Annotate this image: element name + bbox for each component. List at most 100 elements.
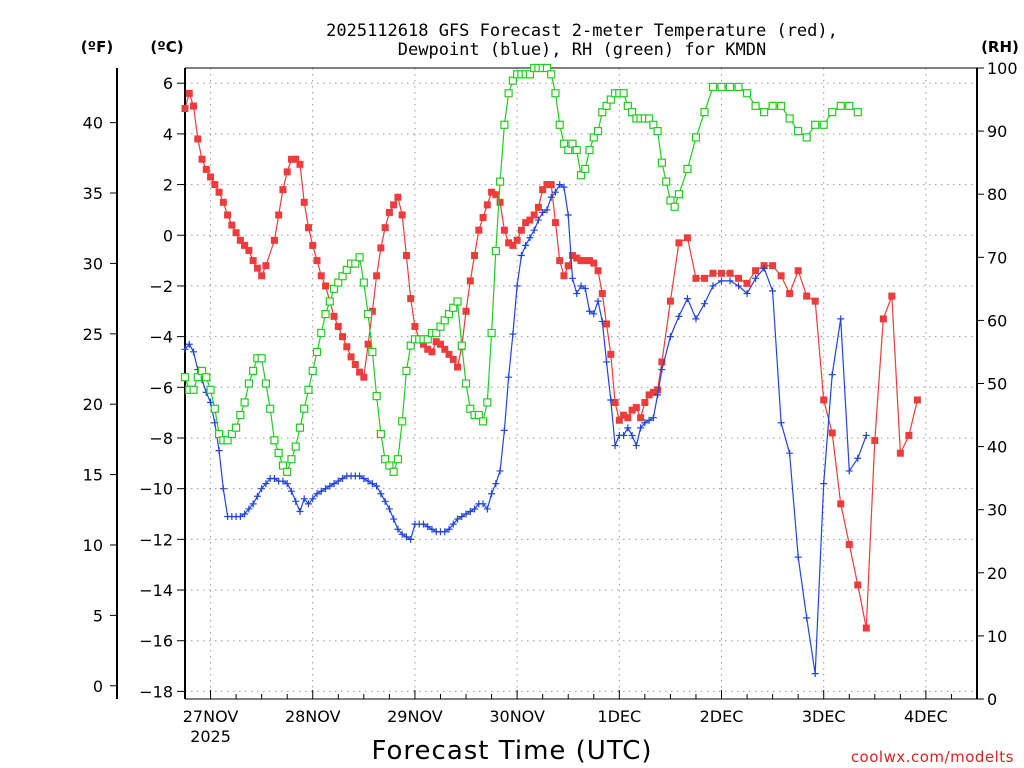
2-meter-temperature-point [777,272,785,280]
2-meter-temperature-point [381,224,389,232]
2-meter-temperature-point [279,186,287,194]
dewpoint-point [760,264,768,272]
rh-point [193,373,202,382]
dewpoint-point [794,553,802,561]
dewpoint-point [381,497,389,505]
2-meter-temperature-point [287,155,295,163]
x-tick-label: 2DEC [700,707,744,726]
rh-tick-label: 80 [987,185,1007,204]
rh-point [236,410,245,420]
x-axis-label: Forecast Time (UTC) [371,736,652,766]
2-meter-temperature-point [598,290,606,298]
chart-subtitle: Dewpoint (blue), RH (green) for KMDN [398,40,766,60]
rh-point [325,297,334,306]
rh-point [210,404,219,413]
2-meter-temperature-point [432,338,440,346]
rh-point [555,120,564,129]
rh-tick-label: 40 [987,438,1007,457]
rh-point [240,398,249,407]
rh-point [487,328,496,338]
fahrenheit-tick-label: 20 [83,395,103,414]
2-meter-temperature-point [594,267,602,275]
celsius-tick-label: −10 [139,480,173,499]
2-meter-temperature-point [309,241,317,249]
2-meter-temperature-point [390,201,398,209]
celsius-tick-label: 4 [163,125,173,144]
dewpoint-point [249,500,257,508]
dewpoint-point [530,226,538,234]
dewpoint-point [683,295,691,303]
2-meter-temperature-point [735,274,743,282]
dewpoint-point [441,528,449,536]
rh-point [708,82,718,92]
2-meter-temperature-point [492,191,500,199]
2-meter-temperature-point [683,234,691,242]
dewpoint-point [649,414,657,422]
rh-point [828,108,837,117]
dewpoint-point [466,507,474,515]
2-meter-temperature-point [292,155,300,163]
2-meter-temperature-point [718,269,726,277]
dewpoint-point [181,345,189,353]
rh-point [478,417,488,426]
rh-point [249,366,258,375]
2-meter-temperature-point [241,241,249,249]
2-meter-temperature-point [620,411,628,419]
rh-point [432,328,441,338]
2-meter-temperature-point [471,252,479,260]
2-meter-temperature-point [347,353,355,361]
rh-point [504,89,513,98]
2-meter-temperature-point [513,236,521,244]
2-meter-temperature-point [603,320,611,328]
2-meter-temperature-point [534,203,542,211]
rh-point [598,108,607,117]
2-meter-temperature-point [368,307,376,315]
axes: 40353025201510506420−2−4−6−8−10−12−14−16… [83,59,1018,746]
dewpoint-point [743,290,751,298]
rh-point [811,120,820,129]
2-meter-temperature-point [339,333,347,341]
dewpoint-point [488,490,496,498]
2-meter-temperature-point [258,272,266,280]
rh-point [572,145,581,155]
2-meter-temperature-point [398,211,406,219]
rh-point [206,385,215,394]
rh-tick-label: 50 [987,375,1007,394]
x-tick-label: 29NOV [387,707,443,726]
rh-point [759,108,769,117]
dewpoint-point [837,315,845,323]
2-meter-temperature-point [449,355,457,363]
fahrenheit-tick-label: 35 [83,184,103,203]
2-meter-temperature-point [411,322,419,330]
fahrenheit-tick-label: 25 [83,325,103,344]
rh-point [372,392,381,401]
dewpoint-point [603,358,611,366]
rh-point [457,341,466,350]
dewpoint-point [556,181,564,189]
celsius-tick-label: −14 [139,581,173,600]
2-meter-temperature-point [607,350,615,358]
dewpoint-point [522,241,530,249]
rh-point [363,309,373,319]
dewpoint-point [471,505,479,513]
2-meter-temperature-point [517,226,525,234]
dewpoint-point [296,507,304,515]
2-meter-temperature-point [700,274,708,282]
rh-point [274,448,283,458]
x-tick-label: 30NOV [489,707,545,726]
dewpoint-point [803,614,811,622]
2-meter-temperature-point [424,345,432,353]
2-meter-temperature-point [769,262,777,270]
rh-point [338,272,347,281]
2-meter-temperature-point [615,416,623,424]
rh-point [559,139,569,148]
rh-point [223,436,232,445]
2-meter-temperature-point [786,290,794,298]
rh-point [623,101,632,110]
dewpoint-point [611,442,619,450]
2-meter-temperature-point [611,399,619,407]
dewpoint-point [607,396,615,404]
rh-point [649,120,658,129]
dewpoint-point [726,277,734,285]
2-meter-temperature-point [658,358,666,366]
